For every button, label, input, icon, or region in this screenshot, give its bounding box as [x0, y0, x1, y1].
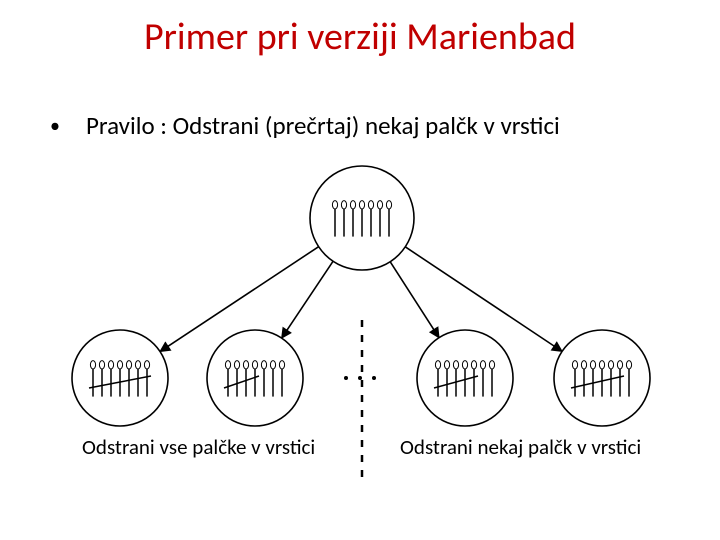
slide: Primer pri verziji Marienbad • Pravilo :…: [0, 0, 720, 540]
bullet-text: Pravilo : Odstrani (prečrtaj) nekaj palč…: [86, 110, 560, 141]
slide-title: Primer pri verziji Marienbad: [0, 14, 720, 60]
caption-left: Odstrani vse palčke v vrstici: [82, 434, 315, 460]
bullet-marker: •: [50, 110, 86, 142]
bullet-row: • Pravilo : Odstrani (prečrtaj) nekaj pa…: [50, 110, 670, 142]
caption-right: Odstrani nekaj palčk v vrstici: [400, 434, 641, 460]
